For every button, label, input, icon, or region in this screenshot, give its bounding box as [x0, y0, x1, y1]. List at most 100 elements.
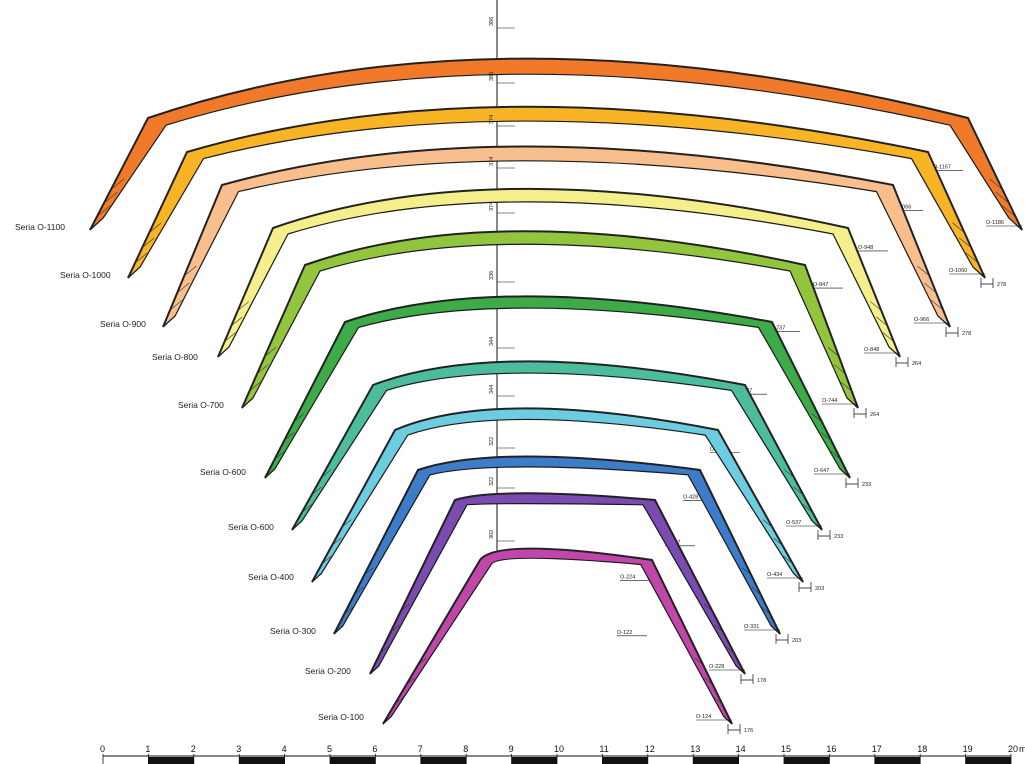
segment-line — [704, 677, 713, 685]
scale-tick-label: 0 — [100, 744, 105, 754]
arch-band — [333, 455, 781, 635]
segment-line — [989, 178, 1003, 190]
base-dimension: O-434 — [767, 572, 782, 578]
base-dimension: O-228 — [709, 664, 724, 670]
foot-bracket — [945, 327, 959, 337]
segment-line — [773, 537, 783, 546]
mid-dimension: O-948 — [858, 245, 873, 251]
scale-tick-label: 8 — [463, 744, 468, 754]
series-label: Seria O-800 — [152, 352, 198, 362]
mid-dimension: O-428 — [683, 494, 698, 500]
scale-tick-label: 1 — [145, 744, 150, 754]
base-dimension: O-647 — [814, 468, 829, 474]
scale-segment — [965, 757, 1011, 764]
scale-segment — [874, 757, 921, 764]
scale-tick-label: 11 — [599, 744, 608, 754]
arch: Seria O-1100 386 O-1167 O-1186 — [15, 17, 1023, 232]
arch-band — [264, 295, 851, 479]
arch: Seria O-800 374 O-847 O-848 264 — [152, 157, 921, 367]
segment-line — [149, 222, 162, 233]
scale-segment — [784, 757, 830, 764]
segment-line — [406, 677, 415, 685]
segment-line — [762, 519, 773, 528]
apex-dimension: 322 — [489, 437, 495, 446]
segment-line — [311, 486, 322, 496]
foot-dimension: 176 — [744, 728, 753, 734]
arch: Seria O-900 374 O-948 O-966 278 — [100, 115, 971, 337]
segment-line — [103, 192, 118, 204]
foot-dimension: 278 — [997, 282, 1006, 288]
foot-dimension: 278 — [962, 331, 971, 337]
series-label: Seria O-900 — [100, 319, 146, 329]
scale-segment — [148, 757, 194, 764]
segment-line — [96, 205, 111, 217]
scale-tick-label: 13 — [690, 744, 700, 754]
segment-line — [394, 697, 404, 705]
mid-dimension: O-122 — [617, 630, 632, 636]
segment-line — [134, 252, 148, 264]
segment-line — [995, 192, 1010, 204]
series-label: Seria O-300 — [270, 626, 316, 636]
segment-line — [882, 332, 894, 342]
segment-line — [714, 624, 724, 633]
scale-unit: m — [1019, 744, 1025, 754]
scale-tick-label: 6 — [372, 744, 377, 754]
segment-line — [380, 645, 390, 654]
foot-bracket — [845, 478, 859, 488]
series-label: Seria O-100 — [318, 712, 364, 722]
segment-line — [827, 347, 840, 357]
segment-line — [274, 450, 285, 460]
arch-outline — [127, 105, 986, 279]
apex-dimension: 386 — [489, 17, 495, 26]
scale-tick-label: 2 — [191, 744, 196, 754]
arch-outline — [89, 57, 1023, 231]
foot-bracket — [853, 408, 867, 418]
foot-dimension: 203 — [815, 586, 824, 592]
apex-dimension: 374 — [489, 202, 495, 211]
segment-line — [284, 432, 295, 441]
segment-line — [249, 381, 261, 392]
apex-dimension: 374 — [489, 157, 495, 166]
segment-line — [237, 301, 249, 311]
scale-tick-label: 16 — [826, 744, 836, 754]
mid-dimension: O-224 — [620, 574, 635, 580]
segment-line — [821, 432, 832, 441]
segment-line — [952, 222, 965, 233]
series-label: Seria O-700 — [178, 400, 224, 410]
apex-dimension: 302 — [489, 530, 495, 539]
scale-tick-label: 20 — [1008, 744, 1018, 754]
segment-line — [364, 567, 374, 576]
foot-dimension: 264 — [870, 412, 879, 418]
scale-tick-label: 7 — [418, 744, 423, 754]
scale-tick-label: 10 — [554, 744, 564, 754]
segment-line — [184, 265, 197, 277]
segment-line — [784, 469, 795, 479]
scale-tick-label: 5 — [327, 744, 332, 754]
arch-outline — [369, 492, 746, 675]
series-label: Seria O-400 — [248, 572, 294, 582]
segment-line — [924, 282, 937, 294]
segment-line — [834, 364, 846, 374]
foot-bracket — [798, 582, 812, 592]
foot-bracket — [980, 278, 994, 288]
segment-line — [400, 603, 410, 612]
apex-dimension: 386 — [489, 72, 495, 81]
segment-line — [783, 555, 793, 564]
segment-line — [703, 603, 713, 612]
foot-bracket — [727, 724, 741, 734]
series-label: Seria O-600 — [200, 467, 246, 477]
segment-line — [293, 413, 304, 423]
mid-dimension: O-737 — [770, 325, 785, 331]
scale-tick-label: 12 — [645, 744, 655, 754]
foot-dimension: 264 — [912, 361, 921, 367]
scale-segment — [330, 757, 376, 764]
segment-line — [751, 587, 761, 595]
base-dimension: O-1186 — [986, 220, 1004, 226]
segment-line — [965, 252, 979, 264]
segment-line — [231, 316, 243, 327]
segment-line — [176, 282, 190, 294]
segment-line — [169, 299, 183, 311]
segment-line — [301, 504, 312, 513]
